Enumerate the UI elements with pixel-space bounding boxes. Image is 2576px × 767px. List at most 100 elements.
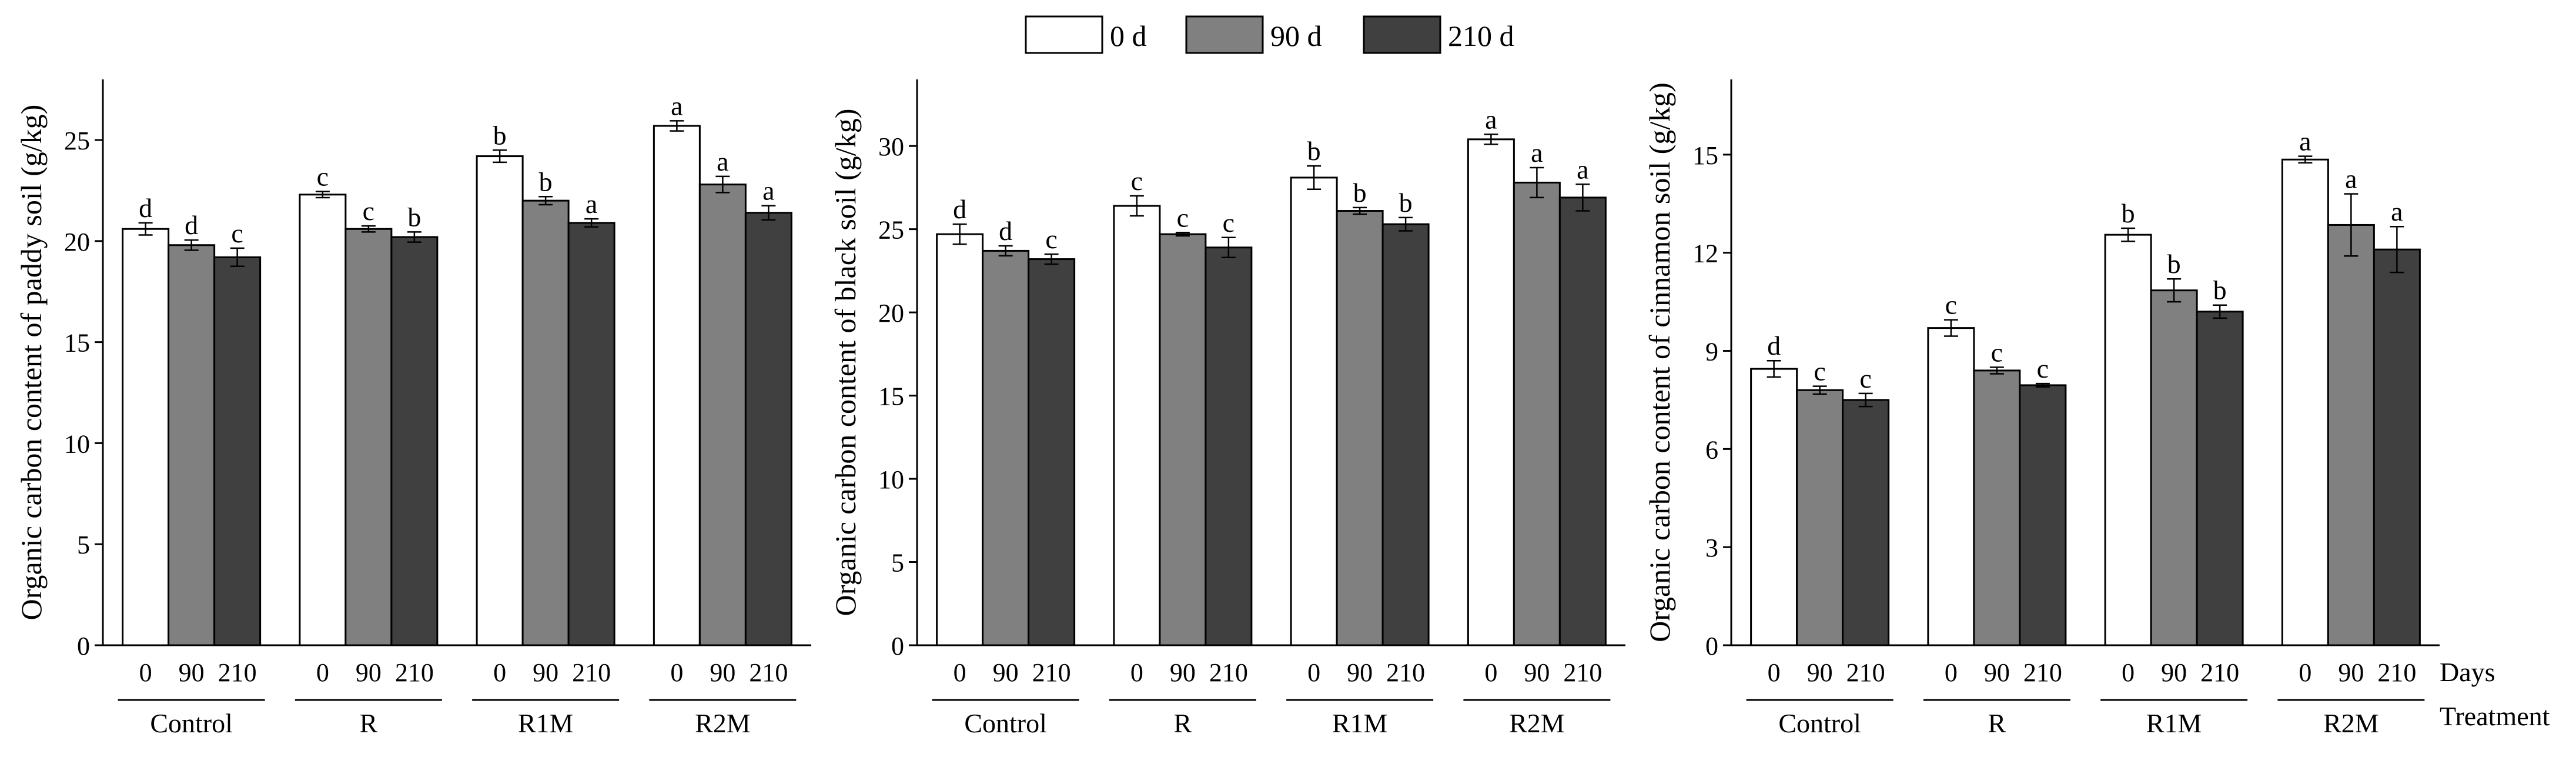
legend-swatch-0d	[1025, 15, 1103, 54]
y-tick-label-20: 20	[878, 299, 904, 328]
significance-letter: c	[1045, 224, 1057, 254]
y-axis-label: Organic carbon content of black soil (g/…	[829, 109, 862, 616]
significance-letter: b	[1353, 178, 1367, 208]
significance-letter: c	[1859, 364, 1871, 393]
significance-letter: a	[1485, 104, 1497, 134]
y-tick-label-5: 5	[891, 549, 904, 578]
significance-letter: a	[2299, 126, 2311, 156]
y-tick-label-15: 15	[1692, 141, 1718, 170]
day-tick-label: 0	[316, 658, 329, 687]
bar-control-90-d	[1796, 389, 1844, 646]
significance-letter: c	[1814, 356, 1825, 386]
bar-control-210-d	[213, 256, 262, 646]
chart-black-soil: 0 5 10 15 20 25 30 Organic carbon content of bl…	[829, 79, 1625, 738]
treatment-label-control: Control	[150, 708, 233, 738]
legend: 0 d 90 d 210 d	[1025, 15, 1514, 54]
bar-control-210-d	[1028, 258, 1076, 646]
significance-letter: a	[2391, 196, 2403, 226]
bar-r2m-0-d	[653, 125, 701, 646]
day-tick-label: 210	[2377, 658, 2416, 687]
significance-letter: d	[953, 194, 966, 224]
significance-letter: c	[1945, 290, 1957, 320]
bar-r2m-90-d	[698, 184, 747, 646]
day-tick-label: 210	[2023, 658, 2062, 687]
significance-letter: c	[1177, 202, 1189, 232]
significance-letter: c	[317, 162, 329, 192]
y-tick-label-25: 25	[64, 126, 90, 155]
significance-letter: b	[1307, 136, 1321, 166]
significance-letter: c	[1223, 208, 1235, 238]
days-row-label: Days	[2440, 657, 2495, 687]
treatment-label-control: Control	[1778, 708, 1861, 738]
significance-letter: d	[1767, 331, 1781, 361]
significance-letter: c	[2037, 354, 2049, 384]
day-tick-label: 210	[395, 658, 434, 687]
bar-r1m-210-d	[2196, 311, 2244, 646]
day-tick-label: 90	[356, 658, 382, 687]
day-tick-label: 90	[533, 658, 558, 687]
bar-r-0-d	[1927, 327, 1975, 646]
bar-r1m-90-d	[2150, 289, 2198, 646]
bar-r-90-d	[1159, 233, 1207, 646]
day-tick-label: 0	[1768, 658, 1781, 687]
y-tick-label-6: 6	[1705, 435, 1718, 464]
day-tick-label: 0	[2122, 658, 2135, 687]
significance-letter: b	[407, 202, 421, 232]
bar-r1m-210-d	[567, 222, 615, 646]
significance-letter: b	[1399, 188, 1413, 218]
day-tick-label: 210	[749, 658, 788, 687]
y-tick-label-15: 15	[64, 329, 90, 358]
day-tick-label: 0	[1130, 658, 1143, 687]
day-tick-label: 0	[1945, 658, 1958, 687]
bar-r2m-210-d	[744, 212, 792, 646]
bar-r1m-210-d	[1381, 223, 1430, 646]
bar-r-210-d	[2019, 384, 2067, 646]
bar-r1m-90-d	[521, 199, 570, 646]
treatment-label-r: R	[1174, 708, 1192, 738]
day-tick-label: 90	[179, 658, 205, 687]
significance-letter: b	[539, 166, 553, 196]
bar-r-210-d	[1205, 246, 1253, 646]
bar-r2m-0-d	[1467, 138, 1515, 646]
day-tick-label: 210	[1209, 658, 1248, 687]
legend-swatch-90d	[1185, 15, 1264, 54]
treatment-label-r2m: R2M	[695, 708, 751, 738]
day-tick-label: 210	[1846, 658, 1885, 687]
significance-letter: b	[2167, 249, 2181, 279]
significance-letter: a	[1577, 154, 1588, 184]
day-tick-label: 210	[1563, 658, 1602, 687]
legend-label-0d: 0 d	[1110, 19, 1147, 52]
day-tick-label: 210	[572, 658, 611, 687]
day-tick-label: 90	[1524, 658, 1550, 687]
bar-r-90-d	[1973, 369, 2021, 646]
bar-control-90-d	[168, 244, 216, 646]
treatment-row-label: Treatment	[2440, 701, 2550, 731]
y-tick-label-10: 10	[64, 429, 90, 458]
bar-r2m-90-d	[1513, 181, 1561, 646]
significance-letter: d	[185, 210, 198, 240]
bar-r1m-0-d	[2104, 234, 2152, 646]
y-tick-label-9: 9	[1705, 338, 1718, 366]
y-tick-label-0: 0	[1705, 632, 1718, 661]
chart-paddy-soil: 0 5 10 15 20 25 Organic carbon content of padd…	[15, 79, 811, 738]
bar-r1m-90-d	[1336, 210, 1384, 646]
bar-control-210-d	[1842, 399, 1890, 646]
bar-r-210-d	[390, 236, 439, 646]
y-tick-label-0: 0	[77, 632, 90, 661]
treatment-label-r2m: R2M	[1509, 708, 1565, 738]
legend-label-90d: 90 d	[1270, 19, 1322, 52]
chart-cinnamon-soil: 0 3 6 9 12 15 Organic carbon content of cinnam…	[1643, 79, 2440, 738]
day-tick-label: 210	[2200, 658, 2239, 687]
significance-letter: d	[139, 193, 152, 223]
day-tick-label: 90	[2161, 658, 2187, 687]
significance-letter: c	[231, 218, 243, 248]
day-tick-label: 210	[1386, 658, 1425, 687]
y-tick-label-3: 3	[1705, 533, 1718, 562]
y-tick-label-30: 30	[878, 132, 904, 161]
y-tick-label-10: 10	[878, 465, 904, 494]
significance-letter: b	[2213, 275, 2227, 305]
day-tick-label: 0	[670, 658, 683, 687]
bar-r2m-90-d	[2327, 224, 2375, 646]
